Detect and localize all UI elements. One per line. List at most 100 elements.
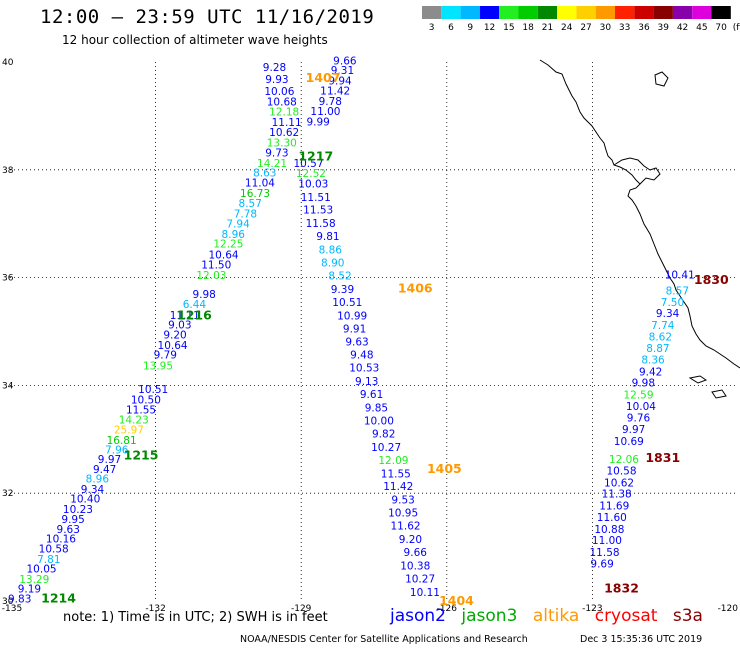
legend-label: 3 bbox=[429, 23, 435, 33]
pass-number-labels: 1214 1215 1216 1217 1404 1405 1406 1407 1830 1831… bbox=[41, 70, 729, 608]
wave-height-value: 11.62 bbox=[391, 521, 421, 533]
wave-height-value: 9.47 bbox=[93, 464, 116, 476]
pass-number: 1407 bbox=[306, 70, 341, 85]
legend-label: 36 bbox=[638, 23, 650, 33]
pass-number: 1215 bbox=[124, 447, 159, 462]
wave-height-value: 11.42 bbox=[383, 481, 413, 493]
wave-height-value: 9.79 bbox=[154, 350, 177, 362]
axis-tick-labels: -135 -132 -129 -126 -123 -120 40 38 36 34 32 30 bbox=[2, 58, 738, 614]
wave-height-value: 9.76 bbox=[627, 413, 651, 425]
map-title: 12:00 – 23:59 UTC 11/16/2019 bbox=[40, 6, 375, 28]
wave-height-value: 9.73 bbox=[265, 148, 288, 160]
wave-height-value: 10.27 bbox=[371, 442, 401, 454]
lon-tick-label: -129 bbox=[291, 604, 312, 614]
legend-label: 9 bbox=[467, 23, 473, 33]
legend-label: 21 bbox=[542, 23, 553, 33]
coastline bbox=[539, 59, 740, 399]
wave-height-value: 9.99 bbox=[306, 116, 329, 128]
legend-label: 30 bbox=[600, 23, 612, 33]
wave-height-value: 7.74 bbox=[651, 320, 675, 332]
wave-height-value: 7.94 bbox=[226, 219, 250, 231]
legend-swatch bbox=[692, 6, 712, 19]
map-subtitle: 12 hour collection of altimeter wave hei… bbox=[62, 33, 328, 47]
generated-timestamp: Dec 3 15:35:36 UTC 2019 bbox=[580, 634, 703, 645]
wave-height-value: 10.62 bbox=[269, 127, 299, 139]
footnote: note: 1) Time is in UTC; 2) SWH is in fe… bbox=[63, 610, 328, 625]
legend-label: 27 bbox=[580, 23, 591, 33]
wave-height-value: 8.57 bbox=[666, 286, 689, 298]
wave-height-value: 10.88 bbox=[594, 524, 624, 536]
legend-swatch bbox=[557, 6, 577, 19]
wave-height-value: 13.95 bbox=[143, 360, 173, 372]
legend-label: 42 bbox=[677, 23, 688, 33]
wave-height-value: 9.69 bbox=[590, 558, 613, 570]
wave-height-value: 10.95 bbox=[388, 508, 418, 520]
legend-swatch bbox=[634, 6, 654, 19]
wave-height-value: 7.81 bbox=[37, 554, 60, 566]
wave-height-value: 14.21 bbox=[257, 158, 287, 170]
legend-label: 24 bbox=[561, 23, 573, 33]
wave-height-value: 11.38 bbox=[602, 489, 632, 501]
wave-height-value: 10.51 bbox=[138, 384, 168, 396]
wave-height-value: 8.52 bbox=[328, 270, 351, 282]
wave-height-value: 11.50 bbox=[201, 260, 231, 272]
lat-tick-label: 38 bbox=[2, 166, 14, 176]
wave-height-value: 11.04 bbox=[245, 178, 275, 190]
wave-height-value: 8.57 bbox=[239, 198, 262, 210]
lake-outline bbox=[654, 71, 669, 87]
wave-height-value: 9.66 bbox=[333, 55, 357, 67]
wave-height-value: 9.97 bbox=[622, 424, 645, 436]
wave-height-value: 10.40 bbox=[70, 494, 100, 506]
sat-jason2: jason2 bbox=[390, 606, 446, 626]
wave-height-value: 10.58 bbox=[39, 544, 69, 556]
wave-height-value: 9.93 bbox=[265, 74, 288, 86]
wave-height-value: 9.81 bbox=[316, 231, 339, 243]
legend-label: 12 bbox=[484, 23, 495, 33]
wave-height-value: 9.66 bbox=[404, 547, 428, 559]
wave-height-value: 11.42 bbox=[320, 86, 350, 98]
wave-height-value: 10.99 bbox=[337, 310, 367, 322]
wave-height-value: 9.03 bbox=[168, 319, 191, 331]
legend-swatch bbox=[479, 6, 500, 19]
wave-height-value: 8.90 bbox=[321, 258, 344, 270]
wave-height-value: 9.97 bbox=[98, 454, 121, 466]
wave-height-value: 9.28 bbox=[263, 62, 286, 74]
pass-number: 1831 bbox=[645, 450, 680, 465]
wave-height-value: 10.62 bbox=[604, 477, 634, 489]
wave-height-value: 11.53 bbox=[303, 205, 333, 217]
pass-number: 1830 bbox=[694, 272, 729, 287]
wave-height-value: 11.60 bbox=[597, 512, 627, 524]
wave-height-value: 10.11 bbox=[410, 587, 440, 599]
sat-altika: altika bbox=[532, 606, 580, 626]
wave-height-value: 10.03 bbox=[298, 178, 328, 190]
wave-height-value: 9.31 bbox=[331, 65, 354, 77]
wave-height-value: 10.57 bbox=[293, 158, 323, 170]
legend-swatch bbox=[711, 6, 731, 19]
wave-height-value: 10.50 bbox=[131, 394, 161, 406]
legend-label: 70 bbox=[715, 23, 727, 33]
wave-height-value: 11.11 bbox=[170, 310, 200, 322]
credit-line: NOAA/NESDIS Center for Satellite Applica… bbox=[240, 634, 528, 645]
legend-swatch bbox=[672, 6, 693, 19]
lat-tick-label: 40 bbox=[2, 58, 14, 68]
pass-number: 1406 bbox=[398, 280, 433, 295]
wave-height-value: 8.96 bbox=[86, 474, 110, 486]
california-coastline bbox=[539, 59, 740, 369]
pass-number: 1405 bbox=[427, 461, 462, 476]
wave-height-value: 12.06 bbox=[609, 454, 639, 466]
wave-height-value: 10.16 bbox=[46, 533, 76, 545]
wave-height-value: 9.91 bbox=[343, 323, 366, 335]
lat-lon-grid bbox=[10, 62, 738, 601]
pass-number: 1404 bbox=[439, 593, 474, 608]
wave-height-value: 9.78 bbox=[319, 96, 342, 108]
wave-height-value: 9.48 bbox=[350, 350, 373, 362]
satellite-legend: jason2 jason3 altika cryosat s3a bbox=[390, 606, 713, 626]
wave-height-value: 25.97 bbox=[114, 425, 144, 437]
wave-height-value: 11.00 bbox=[592, 535, 622, 547]
pass-number: 1217 bbox=[298, 148, 333, 163]
legend-swatch bbox=[653, 6, 673, 19]
wave-height-value: 10.58 bbox=[606, 466, 636, 478]
wave-height-value: 13.30 bbox=[267, 137, 297, 149]
wave-height-value: 14.23 bbox=[119, 414, 149, 426]
